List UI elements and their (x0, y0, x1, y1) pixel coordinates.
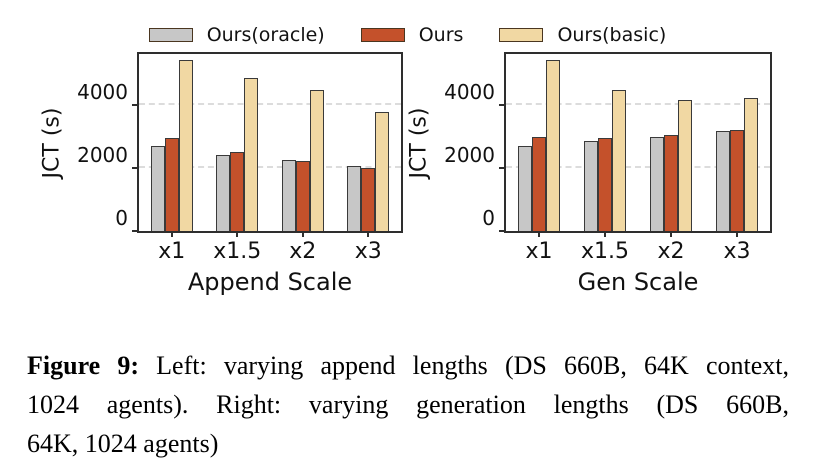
bar-ours (730, 130, 744, 231)
bar-ours-oracle- (150, 146, 165, 231)
bar-ours-basic- (375, 112, 390, 231)
legend-item-ours-basic: Ours(basic) (499, 24, 666, 46)
gridline-4000 (139, 102, 401, 105)
append-scale-chart: JCT (s) Append Scale 0 2000 4000 x1 x1.5 x2 x3 (40, 52, 403, 296)
legend-swatch-ours (360, 28, 405, 42)
legend-label: Ours (418, 24, 464, 46)
y-tick-label: 0 (115, 206, 128, 230)
y-tick-label: 2000 (444, 142, 495, 167)
bar-group-x1.5 (216, 78, 259, 231)
gridline-4000 (506, 102, 770, 105)
x-tick-mark (670, 231, 672, 237)
caption-text: Left: varying append lengths (DS 660B, 6… (139, 351, 789, 380)
y-tick-label: 4000 (444, 79, 495, 104)
x-tick-label: x2 (289, 239, 317, 264)
y-tick-label: 0 (482, 206, 495, 230)
y-tick-label: 2000 (77, 142, 128, 167)
figure-caption: Figure 9: Left: varying append lengths (… (27, 346, 789, 463)
caption-line-2: 1024 agents). Right: varying generation … (27, 390, 789, 419)
bar-ours-oracle- (347, 166, 362, 231)
caption-line-3: 64K, 1024 agents) (27, 429, 219, 458)
bar-ours-basic- (678, 100, 692, 231)
bar-ours-basic- (744, 98, 758, 231)
x-tick-mark (604, 231, 606, 237)
y-tick-mark (132, 230, 139, 232)
y-axis-title: JCT (s) (406, 107, 432, 178)
bar-ours-basic- (244, 78, 259, 231)
bar-group-x2 (650, 100, 692, 231)
bar-group-x1 (518, 60, 560, 231)
legend-swatch-ours-oracle (148, 28, 193, 42)
legend-label: Ours(oracle) (206, 24, 325, 46)
x-axis-title: Append Scale (187, 268, 353, 296)
x-tick-label: x3 (723, 239, 751, 264)
x-tick-mark (236, 231, 239, 237)
legend-swatch-ours-basic (499, 28, 544, 42)
bar-ours-oracle- (584, 141, 598, 231)
bar-ours-basic- (546, 60, 560, 231)
legend-item-ours: Ours (360, 24, 464, 46)
bar-ours-oracle- (216, 155, 231, 231)
bar-ours-oracle- (650, 137, 664, 231)
bar-ours-oracle- (281, 160, 296, 231)
gen-scale-chart: JCT (s) Gen Scale 0 2000 4000 x1 x1.5 x2 x3 (407, 52, 772, 296)
x-tick-label: x2 (657, 239, 685, 264)
bar-group-x3 (716, 98, 758, 231)
chart-legend: Ours(oracle) Ours Ours(basic) (0, 22, 815, 48)
bar-group-x2 (281, 90, 324, 231)
bar-ours-oracle- (518, 146, 532, 231)
y-tick-mark (499, 166, 506, 169)
bar-ours-basic- (178, 60, 193, 231)
x-tick-label: x1 (525, 239, 553, 264)
y-tick-mark (132, 166, 139, 169)
gridline-2000 (139, 165, 401, 168)
bar-ours (230, 152, 245, 231)
x-tick-mark (170, 231, 173, 237)
bar-group-x1.5 (584, 90, 626, 231)
bar-ours-oracle- (716, 131, 730, 231)
x-tick-label: x1 (158, 239, 186, 264)
y-axis-title: JCT (s) (39, 107, 65, 178)
x-tick-mark (538, 231, 540, 237)
bar-ours (361, 168, 376, 231)
bar-ours (664, 135, 678, 231)
y-tick-mark (499, 230, 506, 232)
bar-ours (295, 161, 310, 231)
legend-label: Ours(basic) (557, 24, 667, 46)
bar-ours (598, 138, 612, 231)
x-tick-mark (736, 231, 738, 237)
x-axis-title: Gen Scale (577, 268, 699, 296)
bar-group-x3 (347, 112, 390, 231)
bar-group-x1 (150, 60, 193, 231)
bar-ours (532, 137, 546, 231)
x-tick-mark (301, 231, 304, 237)
x-tick-label: x1.5 (580, 239, 630, 264)
y-tick-mark (499, 103, 506, 106)
x-tick-label: x1.5 (213, 239, 262, 264)
bar-ours-basic- (612, 90, 626, 231)
bar-ours (164, 138, 179, 231)
gridline-2000 (506, 165, 770, 168)
bar-ours-basic- (309, 90, 324, 231)
y-tick-label: 4000 (77, 79, 128, 104)
legend-item-ours-oracle: Ours(oracle) (148, 24, 325, 46)
y-tick-mark (132, 103, 139, 106)
x-tick-mark (367, 231, 370, 237)
caption-line-1: Figure 9: Left: varying append lengths (… (27, 346, 789, 385)
x-tick-label: x3 (354, 239, 382, 264)
caption-figure-number: Figure 9: (27, 351, 139, 380)
